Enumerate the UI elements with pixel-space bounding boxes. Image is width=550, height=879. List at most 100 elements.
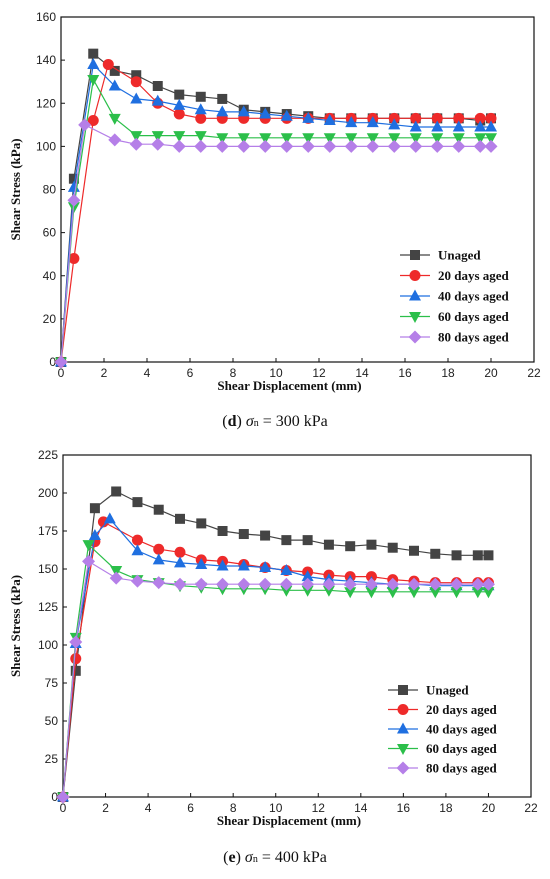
- data-point: [366, 139, 380, 153]
- data-point: [88, 529, 101, 541]
- x-tick-label: 20: [482, 801, 496, 815]
- data-point: [280, 564, 293, 576]
- legend-label: 60 days aged: [438, 309, 510, 324]
- x-tick-label: 10: [269, 366, 283, 380]
- x-tick-label: 6: [187, 366, 194, 380]
- y-tick-label: 40: [43, 269, 57, 283]
- series-line: [60, 52, 492, 363]
- data-point: [409, 545, 419, 556]
- data-point: [472, 550, 483, 561]
- data-point: [301, 577, 315, 591]
- data-point: [110, 566, 123, 578]
- data-point: [451, 550, 462, 561]
- data-point: [485, 120, 497, 132]
- data-point: [173, 98, 186, 110]
- legend-label: 80 days aged: [426, 761, 498, 776]
- chart-d: 0 2 4 6 8 10 12 14 16 18 20 22 0 20 40 60 80 100 120 140 160…: [8, 10, 541, 393]
- data-point: [364, 577, 378, 591]
- series-80-days-aged: [54, 118, 498, 369]
- data-point: [70, 653, 82, 665]
- data-point: [67, 193, 81, 207]
- data-point: [152, 576, 166, 590]
- y-tick-label: 50: [45, 714, 59, 728]
- series-line: [60, 63, 491, 363]
- data-point: [281, 535, 292, 546]
- data-point: [322, 577, 336, 591]
- data-point: [260, 530, 271, 541]
- legend-label: 40 days aged: [426, 722, 498, 737]
- data-point: [56, 790, 70, 804]
- data-point: [485, 112, 497, 124]
- data-point: [474, 133, 487, 145]
- data-point: [343, 577, 357, 591]
- y-tick-label: 25: [45, 752, 59, 766]
- data-point: [131, 70, 142, 81]
- legend-marker: [396, 761, 410, 775]
- data-point: [195, 557, 208, 569]
- data-point: [217, 93, 228, 104]
- data-point: [237, 577, 251, 591]
- data-point: [217, 526, 228, 536]
- data-point: [152, 81, 163, 91]
- y-tick-label: 150: [38, 562, 58, 576]
- data-point: [280, 133, 293, 145]
- data-point: [87, 57, 100, 69]
- x-tick-label: 18: [439, 801, 453, 815]
- data-point: [68, 253, 80, 264]
- data-point: [87, 75, 100, 87]
- x-tick-label: 2: [101, 366, 108, 380]
- data-point: [54, 355, 68, 369]
- data-point: [431, 120, 444, 132]
- data-point: [237, 105, 250, 117]
- data-point: [129, 137, 143, 151]
- data-point: [280, 585, 293, 597]
- x-tick-label: 22: [524, 801, 538, 815]
- data-point: [132, 497, 143, 508]
- data-point: [195, 91, 206, 102]
- data-point: [452, 120, 465, 132]
- data-point: [196, 518, 207, 529]
- data-point: [322, 585, 335, 597]
- data-point: [474, 112, 486, 124]
- data-point: [130, 92, 143, 104]
- legend-label: 20 days aged: [438, 268, 510, 283]
- series-line: [60, 77, 491, 363]
- legend: Unaged 20 days aged 40 days aged 60 days ag…: [400, 248, 510, 345]
- data-point: [153, 543, 165, 555]
- data-point: [301, 570, 314, 582]
- data-point: [88, 48, 99, 59]
- data-point: [130, 131, 143, 143]
- y-tick-label: 200: [38, 486, 58, 500]
- legend-label: 40 days aged: [438, 289, 510, 304]
- data-point: [473, 139, 487, 153]
- data-point: [388, 133, 401, 145]
- series-line: [62, 490, 489, 798]
- data-point: [238, 529, 249, 540]
- y-tick-label: 100: [38, 638, 58, 652]
- x-tick-label: 12: [312, 366, 326, 380]
- data-point: [174, 546, 186, 558]
- x-tick-label: 22: [527, 366, 541, 380]
- x-tick-label: 10: [269, 801, 283, 815]
- data-point: [89, 503, 100, 514]
- data-point: [344, 139, 358, 153]
- data-point: [301, 585, 314, 597]
- data-point: [386, 577, 400, 591]
- series-line: [60, 123, 491, 363]
- data-point: [87, 115, 99, 126]
- legend-marker: [409, 270, 421, 281]
- data-point: [175, 513, 185, 524]
- data-point: [258, 139, 272, 153]
- y-tick-label: 100: [36, 139, 56, 153]
- data-point: [323, 133, 336, 145]
- data-point: [409, 133, 422, 145]
- data-point: [108, 113, 121, 125]
- data-point: [194, 131, 207, 143]
- data-point: [69, 635, 83, 649]
- legend-label: Unaged: [426, 683, 469, 698]
- y-tick-label: 225: [38, 448, 58, 462]
- data-point: [428, 577, 442, 591]
- data-point: [471, 587, 484, 599]
- series-line: [62, 521, 489, 798]
- y-axis-label: Shear Stress (kPa): [8, 575, 23, 677]
